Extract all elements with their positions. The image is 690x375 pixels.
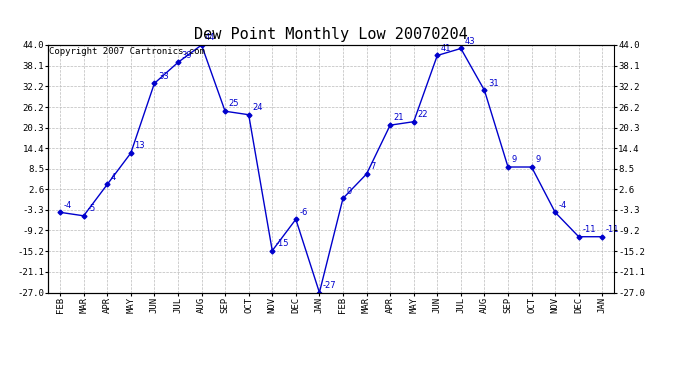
Text: -11: -11 (606, 225, 620, 234)
Text: -27: -27 (323, 281, 337, 290)
Text: Copyright 2007 Cartronics.com: Copyright 2007 Cartronics.com (50, 48, 206, 57)
Text: 25: 25 (228, 99, 239, 108)
Text: -4: -4 (63, 201, 72, 210)
Text: 0: 0 (346, 187, 352, 196)
Text: -6: -6 (299, 207, 308, 216)
Text: 33: 33 (158, 72, 168, 81)
Text: 4: 4 (111, 172, 116, 182)
Title: Dew Point Monthly Low 20070204: Dew Point Monthly Low 20070204 (195, 27, 468, 42)
Text: 13: 13 (135, 141, 145, 150)
Text: 9: 9 (511, 155, 517, 164)
Text: 44: 44 (205, 33, 215, 42)
Text: 22: 22 (417, 110, 428, 119)
Text: 39: 39 (181, 51, 192, 60)
Text: 41: 41 (441, 44, 451, 52)
Text: 43: 43 (464, 37, 475, 46)
Text: -5: -5 (87, 204, 95, 213)
Text: -4: -4 (559, 201, 567, 210)
Text: -15: -15 (276, 239, 289, 248)
Text: 31: 31 (488, 78, 499, 87)
Text: 24: 24 (253, 103, 263, 112)
Text: 7: 7 (370, 162, 375, 171)
Text: 9: 9 (535, 155, 540, 164)
Text: 21: 21 (394, 113, 404, 122)
Text: -11: -11 (582, 225, 595, 234)
